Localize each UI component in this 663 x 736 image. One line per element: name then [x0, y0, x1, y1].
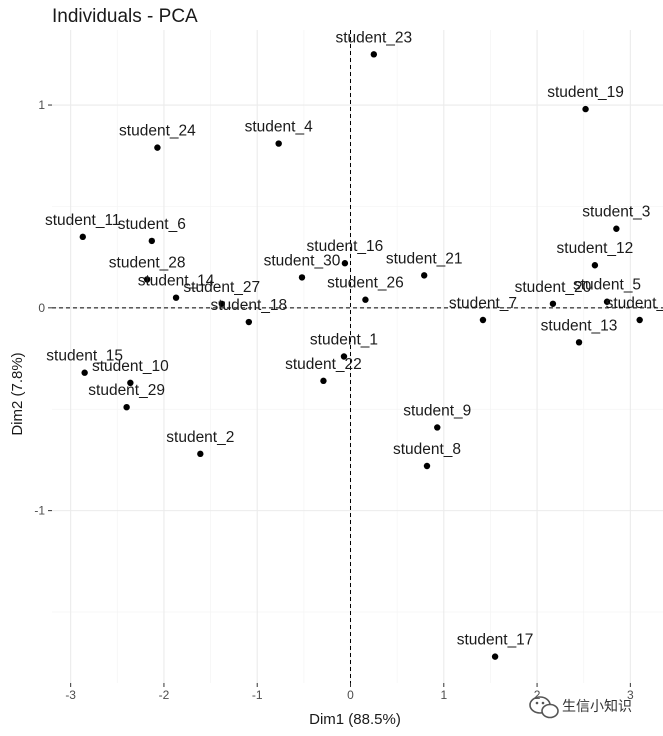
data-point [127, 379, 134, 387]
data-point [423, 462, 431, 470]
data-point [320, 377, 327, 385]
data-point [79, 233, 86, 241]
data-point [613, 225, 620, 232]
point-labels: student_23 student_19 student_24 student_4s… [45, 29, 663, 648]
point-label: student_18 [210, 297, 287, 314]
data-point [479, 316, 487, 324]
point-label: student_8 [393, 441, 461, 458]
point-label: student_14 [138, 273, 215, 290]
point-label: student_9 [403, 402, 471, 419]
x-tick-label: -2 [159, 688, 170, 702]
data-point [245, 318, 253, 326]
x-tick-label: -3 [65, 688, 76, 702]
data-point [148, 237, 156, 245]
point-label: student_27 [183, 279, 260, 296]
point-label: student_7 [449, 295, 517, 312]
data-point [341, 260, 349, 267]
point-label: student_13 [541, 317, 618, 334]
reference-lines [52, 30, 663, 683]
x-tick-label: 1 [440, 688, 447, 702]
y-tick-label: 0 [38, 301, 45, 315]
point-label: student_24 [119, 123, 196, 140]
data-point [143, 276, 151, 283]
data-point [420, 272, 428, 279]
data-point [123, 403, 130, 411]
point-label: student_23 [335, 29, 412, 46]
points [79, 51, 643, 660]
data-point [434, 424, 441, 431]
x-tick-label: 2 [534, 688, 541, 702]
data-point [491, 653, 499, 660]
point-label: student_5 [573, 277, 641, 294]
data-point [603, 298, 611, 305]
data-point [636, 316, 643, 324]
data-point [370, 51, 378, 58]
point-label: student_10 [92, 358, 169, 375]
point-label: student_12 [557, 240, 634, 257]
point-label: student_30 [264, 252, 341, 269]
point-label: student_16 [307, 238, 384, 255]
point-label: student_17 [457, 632, 534, 649]
watermark-text: 生信小知识 [562, 698, 632, 714]
data-point [575, 339, 583, 346]
data-point [154, 144, 161, 151]
grid [52, 30, 663, 683]
data-point [218, 300, 225, 307]
point-label: student_4 [245, 119, 313, 136]
axes: -3 -2 -1 0 1 2 3 -1 0 1 [34, 98, 634, 702]
point-label: student_2 [166, 429, 234, 446]
point-label: student_21 [386, 250, 463, 267]
chart-title: Individuals - PCA [52, 6, 198, 27]
data-point [81, 369, 88, 376]
data-point [549, 300, 557, 307]
point-label: student_20 [515, 279, 592, 296]
point-label: student_11 [45, 212, 121, 229]
x-tick-label: -1 [252, 688, 263, 702]
data-point [172, 294, 180, 301]
point-label: student_2 [606, 295, 663, 312]
point-label: student_19 [547, 84, 624, 101]
data-point [591, 262, 599, 269]
data-point [340, 353, 348, 360]
x-axis-title: Dim1 (88.5%) [309, 711, 401, 728]
y-axis-title: Dim2 (7.8%) [9, 352, 26, 435]
data-point [197, 450, 204, 458]
watermark: 生信小知识 [529, 696, 632, 719]
point-label: student_1 [310, 332, 378, 349]
y-tick-label: 1 [38, 98, 45, 112]
point-label: student_28 [109, 254, 186, 271]
x-tick-label: 3 [627, 688, 634, 702]
point-label: student_26 [327, 275, 404, 292]
y-tick-label: -1 [34, 504, 45, 518]
point-label: student_15 [46, 348, 123, 365]
point-label: student_6 [118, 216, 186, 233]
data-point [362, 296, 369, 303]
x-tick-label: 0 [347, 688, 354, 702]
data-point [582, 105, 589, 113]
point-label: student_22 [285, 356, 362, 373]
wechat-icon [529, 696, 559, 719]
point-label: student_3 [582, 204, 650, 221]
data-point [298, 274, 306, 281]
point-label: student_29 [88, 382, 165, 399]
data-point [275, 140, 282, 147]
